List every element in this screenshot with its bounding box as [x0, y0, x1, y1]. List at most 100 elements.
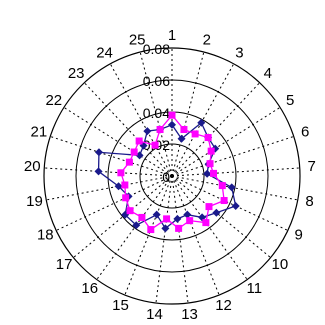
category-label: 3	[235, 44, 243, 61]
data-point	[121, 210, 130, 219]
data-point	[210, 169, 218, 177]
category-label: 6	[301, 124, 309, 141]
data-point	[114, 182, 123, 191]
category-label: 19	[26, 193, 43, 210]
series-2	[117, 111, 228, 234]
grid-spoke	[171, 175, 248, 280]
grid-spoke	[73, 175, 173, 258]
data-point	[143, 127, 152, 136]
category-label: 7	[308, 158, 316, 175]
data-point	[126, 207, 134, 215]
grid-spoke	[171, 175, 298, 201]
radar-grid	[43, 47, 301, 305]
category-label: 20	[24, 158, 41, 175]
data-point	[212, 208, 221, 217]
grid-spoke	[171, 175, 189, 304]
grid-spoke	[109, 63, 173, 177]
data-point	[203, 169, 212, 178]
grid-spoke	[171, 135, 294, 177]
data-point	[202, 219, 210, 227]
category-label: 24	[96, 44, 113, 61]
grid-spoke	[44, 167, 173, 177]
grid-spoke	[171, 63, 235, 177]
data-point	[168, 120, 176, 129]
grid-spoke	[171, 106, 281, 177]
radial-tick-label: 0	[162, 169, 170, 185]
data-point	[151, 141, 159, 149]
data-point	[218, 182, 226, 190]
grid-spoke	[155, 175, 173, 304]
data-point	[175, 224, 183, 232]
grid-ring	[43, 47, 301, 305]
data-point	[231, 201, 240, 210]
grid-spoke	[84, 82, 173, 177]
data-point	[220, 197, 228, 205]
data-point	[177, 134, 186, 143]
data-point	[94, 167, 103, 176]
grid-spoke	[171, 175, 220, 296]
category-labels: 1 234567891011121314151617181920212223242…	[24, 27, 316, 323]
data-point	[138, 213, 146, 221]
data-point	[121, 181, 129, 189]
category-label: 8	[305, 193, 313, 210]
category-label: 12	[215, 297, 232, 314]
data-point	[205, 203, 213, 211]
category-label: 10	[272, 256, 289, 273]
grid-spoke	[124, 175, 173, 296]
data-point	[117, 169, 125, 177]
data-point	[152, 210, 161, 219]
category-label: 17	[56, 256, 73, 273]
radial-tick-label: 0.08	[143, 41, 170, 57]
data-point	[180, 126, 188, 134]
data-point	[161, 224, 170, 233]
grid-spoke	[55, 175, 173, 231]
data-point	[206, 160, 214, 168]
data-point	[130, 148, 138, 156]
data-point	[122, 194, 130, 202]
category-label: 14	[146, 306, 163, 320]
category-label: 9	[295, 227, 303, 244]
category-label: 5	[286, 92, 294, 109]
category-label: 2	[203, 31, 211, 48]
radial-tick-label: 0.04	[143, 105, 170, 121]
grid-spoke	[171, 175, 289, 231]
data-point	[227, 183, 236, 192]
grid-spoke	[171, 167, 300, 177]
grid-spoke	[96, 175, 173, 280]
series-layer	[94, 111, 240, 234]
data-point	[132, 221, 141, 230]
category-label: 13	[181, 306, 198, 320]
data-point	[168, 111, 176, 119]
grid-spoke	[171, 175, 271, 258]
radial-tick-label: 0.06	[143, 73, 170, 89]
category-label: 22	[45, 92, 62, 109]
data-point	[207, 147, 215, 155]
data-point	[163, 215, 171, 223]
category-label: 18	[37, 227, 54, 244]
category-label: 4	[264, 65, 272, 82]
category-label: 1	[168, 27, 176, 44]
category-label: 21	[31, 124, 48, 141]
data-point	[183, 210, 192, 219]
data-point	[186, 217, 194, 225]
grid-spoke	[50, 135, 173, 177]
category-label: 11	[247, 280, 263, 297]
data-point	[173, 214, 182, 223]
data-point	[125, 158, 133, 166]
data-point	[94, 148, 103, 157]
grid-spoke	[139, 51, 173, 177]
data-point	[147, 226, 155, 234]
grid-spoke	[46, 175, 173, 201]
data-point	[204, 134, 212, 142]
category-label: 15	[112, 297, 129, 314]
category-label: 25	[129, 31, 146, 48]
data-point	[191, 130, 199, 138]
grid-spoke	[171, 51, 205, 177]
data-point	[135, 137, 143, 145]
data-point	[156, 126, 164, 134]
category-label: 23	[68, 65, 85, 82]
grid-spoke	[63, 106, 173, 177]
grid-spoke	[171, 82, 260, 177]
